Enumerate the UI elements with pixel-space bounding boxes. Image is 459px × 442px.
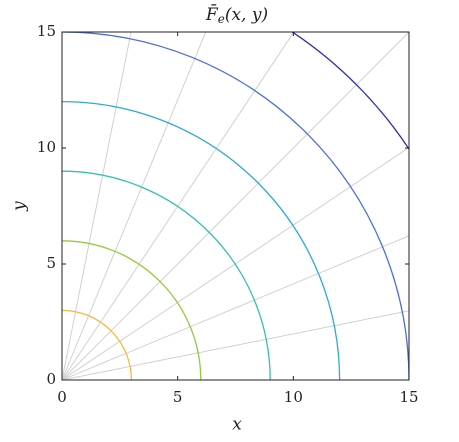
chart-title: F̄e(x, y): [205, 2, 268, 25]
radial-line: [62, 146, 409, 380]
radial-line: [62, 32, 409, 380]
x-tick-label: 15: [399, 388, 418, 406]
title-base: F̄: [205, 2, 219, 24]
x-axis-label: x: [232, 415, 242, 435]
contour-arc: [62, 240, 202, 380]
contour-arc: [62, 100, 341, 380]
radial-line: [62, 310, 409, 380]
radial-line: [62, 32, 295, 380]
x-tick-label: 5: [173, 388, 183, 406]
contour-arc: [62, 32, 409, 380]
title-sub: e: [218, 12, 225, 26]
axes-box: [61, 31, 410, 381]
y-axis-label: y: [10, 201, 30, 212]
y-tick-label: 10: [37, 138, 56, 156]
plot-area: [62, 32, 409, 380]
y-tick-label: 5: [46, 254, 56, 272]
x-tick-label: 0: [57, 388, 67, 406]
x-tick-label: 10: [284, 388, 303, 406]
y-tick-label: 15: [37, 22, 56, 40]
contour-arc: [62, 170, 271, 380]
title-rest: (x, y): [225, 5, 268, 25]
contour-arc: [290, 32, 409, 151]
contour-arc: [62, 309, 133, 380]
y-tick-label: 0: [46, 370, 56, 388]
radial-line: [62, 32, 132, 380]
